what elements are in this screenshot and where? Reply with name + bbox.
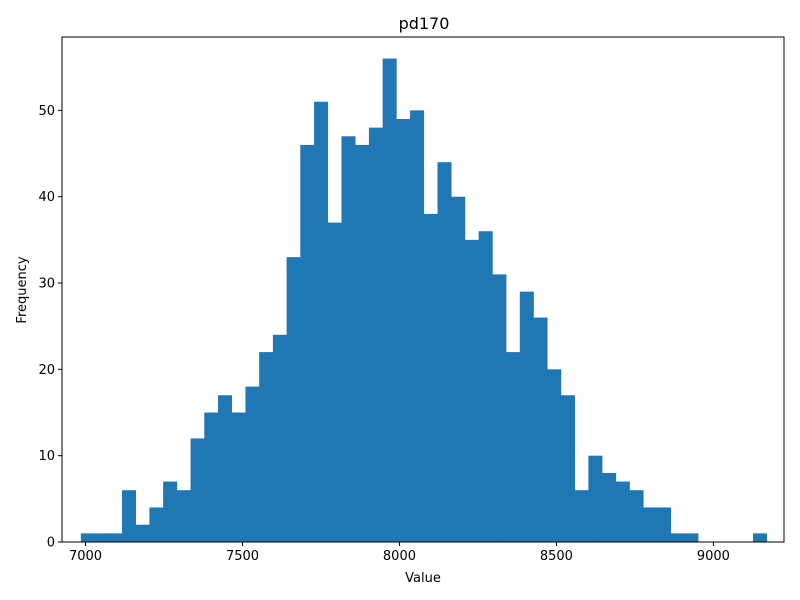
histogram-bar bbox=[478, 231, 493, 542]
histogram-bar bbox=[684, 533, 699, 542]
histogram-bar bbox=[547, 369, 562, 542]
histogram-bar bbox=[204, 412, 219, 542]
histogram-bar bbox=[670, 533, 685, 542]
histogram-bar bbox=[176, 490, 191, 542]
histogram-bar bbox=[231, 412, 246, 542]
histogram-bar bbox=[423, 213, 438, 542]
histogram-bar bbox=[300, 144, 315, 542]
x-tick-label: 8000 bbox=[383, 549, 416, 564]
histogram-bar bbox=[560, 395, 575, 542]
histogram-bar bbox=[382, 58, 397, 542]
y-axis: 0 10 20 30 40 50 bbox=[38, 104, 62, 551]
histogram-bar bbox=[629, 490, 644, 542]
y-tick-label: 40 bbox=[38, 190, 55, 205]
x-axis: 7000 7500 8000 8500 9000 bbox=[69, 542, 730, 564]
histogram-bar bbox=[94, 533, 109, 542]
y-tick-label: 20 bbox=[38, 363, 55, 378]
histogram-bar bbox=[533, 317, 548, 542]
y-tick-label: 50 bbox=[38, 104, 55, 119]
histogram-bar bbox=[492, 274, 507, 542]
y-tick-label: 10 bbox=[38, 449, 55, 464]
histogram-bar bbox=[451, 196, 466, 542]
histogram-bar bbox=[643, 507, 658, 542]
histogram-bar bbox=[464, 239, 479, 542]
histogram-bar bbox=[245, 386, 260, 542]
x-tick-label: 8500 bbox=[540, 549, 573, 564]
histogram-bar bbox=[506, 352, 521, 542]
bars-group bbox=[80, 58, 768, 543]
histogram-bar bbox=[588, 455, 603, 542]
histogram-bar bbox=[121, 490, 137, 542]
histogram-bar bbox=[602, 472, 617, 542]
histogram-bar bbox=[519, 291, 534, 542]
histogram-bar bbox=[753, 533, 768, 542]
histogram-bar bbox=[656, 507, 672, 542]
histogram-bar bbox=[327, 222, 342, 542]
histogram-bar bbox=[410, 110, 425, 542]
chart-title: pd170 bbox=[399, 14, 450, 33]
x-tick-label: 7000 bbox=[69, 549, 102, 564]
x-tick-label: 7500 bbox=[226, 549, 259, 564]
histogram-bar bbox=[341, 136, 356, 542]
x-tick-label: 9000 bbox=[697, 549, 730, 564]
histogram-bar bbox=[108, 533, 123, 542]
histogram-bar bbox=[80, 533, 95, 542]
histogram-bar bbox=[314, 101, 329, 542]
histogram-bar bbox=[163, 481, 178, 542]
histogram-bar bbox=[218, 395, 233, 542]
histogram-bar bbox=[368, 127, 383, 543]
histogram-bar bbox=[355, 144, 370, 542]
x-axis-label: Value bbox=[405, 571, 441, 586]
y-tick-label: 30 bbox=[38, 277, 55, 292]
histogram-bar bbox=[135, 524, 150, 542]
histogram-bar bbox=[615, 481, 630, 542]
histogram-bar bbox=[190, 438, 205, 542]
histogram-bar bbox=[259, 352, 274, 542]
histogram-bar bbox=[272, 334, 287, 542]
histogram-bar bbox=[149, 507, 164, 542]
histogram-bar bbox=[574, 490, 589, 542]
histogram-bar bbox=[396, 119, 411, 542]
y-tick-label: 0 bbox=[47, 536, 55, 551]
histogram-bar bbox=[286, 257, 301, 542]
y-axis-label: Frequency bbox=[15, 256, 30, 323]
histogram-bar bbox=[437, 162, 452, 542]
plot-frame bbox=[61, 36, 785, 543]
